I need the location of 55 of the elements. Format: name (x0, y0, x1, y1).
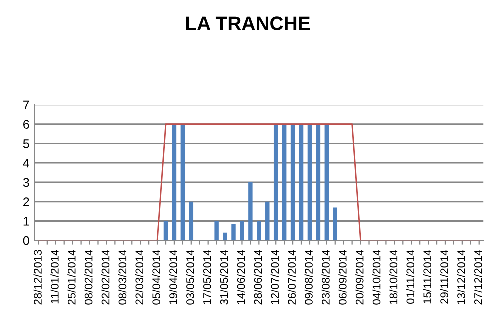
bar (240, 221, 244, 241)
y-tick-label: 0 (23, 236, 30, 246)
x-tick-label: 08/03/2014 (118, 250, 127, 305)
x-tick-label: 03/05/2014 (186, 250, 194, 305)
y-tick-label: 6 (24, 120, 30, 130)
x-tick-label: 11/01/2014 (50, 250, 59, 304)
bar (257, 221, 262, 241)
bar (172, 124, 177, 241)
bar (324, 124, 330, 241)
x-tick-label: 28/06/2014 (254, 250, 262, 305)
bar (248, 182, 253, 241)
bar (299, 124, 304, 241)
x-tick-label: 05/04/2014 (152, 250, 161, 305)
bar (164, 221, 168, 241)
x-tick-label: 15/11/2014 (423, 250, 432, 304)
x-tick-label: 09/08/2014 (304, 250, 313, 305)
bar (308, 124, 312, 241)
chart-title: LA TRANCHE (186, 16, 310, 30)
x-tick-label: 01/11/2014 (406, 250, 415, 304)
bar (223, 232, 228, 241)
bar (290, 124, 296, 241)
x-tick-label: 18/10/2014 (389, 250, 398, 304)
x-tick-label: 08/02/2014 (84, 250, 93, 305)
x-tick-label: 14/06/2014 (237, 250, 246, 304)
bar (333, 208, 338, 241)
bar (189, 202, 194, 241)
x-tick-label: 17/05/2014 (203, 250, 212, 304)
x-tick-label: 23/08/2014 (322, 250, 330, 305)
x-tick-label: 06/09/2014 (338, 250, 347, 305)
bar (282, 124, 287, 241)
x-tick-label: 04/10/2014 (372, 250, 381, 305)
bar (232, 224, 236, 241)
bar (274, 124, 278, 241)
y-tick-label: 1 (24, 217, 30, 226)
bar (316, 124, 321, 241)
x-tick-label: 31/05/2014 (220, 250, 228, 305)
x-tick-label: 22/02/2014 (102, 250, 110, 305)
y-tick-label: 2 (24, 198, 30, 206)
x-tick-label: 19/04/2014 (169, 250, 178, 304)
x-tick-label: 27/12/2014 (474, 250, 482, 305)
x-tick-label: 28/12/2013 (34, 250, 42, 305)
x-tick-label: 22/03/2014 (135, 250, 144, 305)
bar (180, 124, 186, 241)
x-tick-label: 25/01/2014 (68, 250, 76, 305)
x-tick-label: 26/07/2014 (288, 250, 296, 305)
x-tick-label: 12/07/2014 (270, 250, 280, 304)
bar (214, 221, 219, 241)
y-tick-label: 3 (23, 178, 30, 188)
x-tick-label: 13/12/2014 (457, 250, 466, 304)
x-tick-label: 29/11/2014 (440, 250, 448, 304)
y-tick-label: 7 (24, 100, 30, 110)
bar (266, 202, 270, 241)
x-tick-label: 20/09/2014 (356, 250, 364, 305)
y-tick-label: 5 (23, 140, 30, 148)
y-tick-label: 4 (23, 159, 30, 168)
